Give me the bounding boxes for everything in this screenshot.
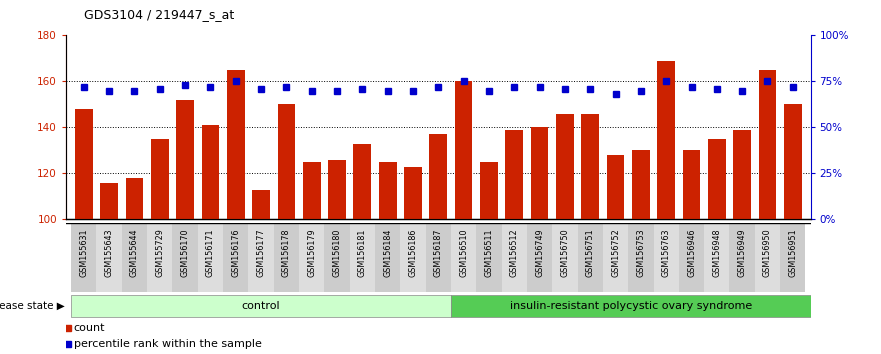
Text: GSM155643: GSM155643 [105,229,114,277]
Bar [400,223,426,292]
Text: GSM156950: GSM156950 [763,229,772,277]
Bar [324,223,350,292]
Text: insulin-resistant polycystic ovary syndrome: insulin-resistant polycystic ovary syndr… [509,301,751,311]
Bar [607,155,625,219]
Bar [755,223,781,292]
Bar [96,223,122,292]
Bar [683,150,700,219]
Text: control: control [241,301,280,311]
Bar [429,134,448,219]
Bar [71,223,96,292]
Bar [708,139,726,219]
Bar [632,150,649,219]
Text: GSM156750: GSM156750 [560,229,569,277]
Text: GSM155644: GSM155644 [130,229,139,277]
Bar [704,223,729,292]
Bar [223,223,248,292]
Bar [556,114,574,219]
Text: GSM155729: GSM155729 [155,229,164,278]
Text: GSM156177: GSM156177 [256,229,265,277]
Text: GSM156511: GSM156511 [485,229,493,277]
Bar [299,223,324,292]
Bar [197,223,223,292]
Bar [603,223,628,292]
Bar [71,295,451,318]
Text: GSM156951: GSM156951 [788,229,797,277]
Text: GSM156510: GSM156510 [459,229,468,277]
Bar [506,130,523,219]
Bar [628,223,654,292]
Bar [733,130,751,219]
Text: GSM156949: GSM156949 [737,229,747,277]
Text: GSM156948: GSM156948 [713,229,722,277]
Bar [227,70,245,219]
Text: GSM156187: GSM156187 [433,229,443,277]
Bar [151,139,168,219]
Bar [303,162,321,219]
Text: disease state ▶: disease state ▶ [0,301,64,311]
Text: GSM156178: GSM156178 [282,229,291,277]
Text: GSM155631: GSM155631 [79,229,88,277]
Bar [350,223,375,292]
Bar [451,223,477,292]
Bar [552,223,578,292]
Bar [759,70,776,219]
Bar [477,223,501,292]
Bar [451,295,811,318]
Text: count: count [73,323,105,333]
Bar [147,223,173,292]
Bar [375,223,400,292]
Text: GSM156180: GSM156180 [332,229,342,277]
Text: GSM156181: GSM156181 [358,229,366,277]
Text: GDS3104 / 219447_s_at: GDS3104 / 219447_s_at [84,8,234,21]
Text: GSM156946: GSM156946 [687,229,696,277]
Bar [176,100,194,219]
Text: GSM156751: GSM156751 [586,229,595,277]
Bar [729,223,755,292]
Text: GSM156186: GSM156186 [409,229,418,277]
Bar [252,189,270,219]
Bar [328,160,346,219]
Bar [455,81,472,219]
Text: GSM156763: GSM156763 [662,229,670,277]
Bar [426,223,451,292]
Bar [581,114,599,219]
Bar [784,104,802,219]
Bar [274,223,299,292]
Bar [126,178,144,219]
Bar [100,183,118,219]
Text: GSM156753: GSM156753 [636,229,646,277]
Bar [527,223,552,292]
Text: GSM156752: GSM156752 [611,229,620,277]
Bar [353,143,371,219]
Bar [173,223,197,292]
Text: percentile rank within the sample: percentile rank within the sample [73,339,262,349]
Text: GSM156171: GSM156171 [206,229,215,277]
Bar [404,166,422,219]
Bar [530,127,549,219]
Bar [501,223,527,292]
Bar [248,223,274,292]
Bar [480,162,498,219]
Bar [379,162,396,219]
Bar [657,61,675,219]
Text: GSM156512: GSM156512 [510,229,519,277]
Text: GSM156179: GSM156179 [307,229,316,277]
Bar [654,223,679,292]
Text: GSM156170: GSM156170 [181,229,189,277]
Text: GSM156176: GSM156176 [231,229,241,277]
Bar [679,223,704,292]
Bar [75,109,93,219]
Text: GSM156184: GSM156184 [383,229,392,277]
Text: GSM156749: GSM156749 [535,229,544,277]
Bar [122,223,147,292]
Bar [202,125,219,219]
Bar [781,223,805,292]
Bar [578,223,603,292]
Bar [278,104,295,219]
